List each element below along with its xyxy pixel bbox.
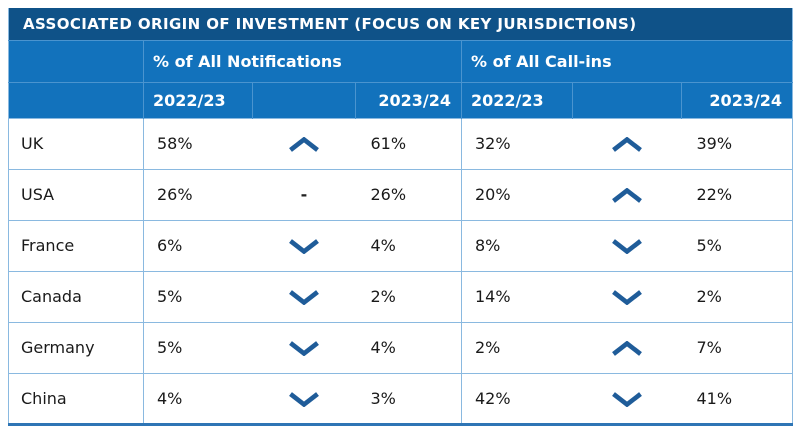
value-cell: 6% bbox=[143, 219, 253, 271]
chevron-up-icon bbox=[289, 137, 319, 152]
table-title: ASSOCIATED ORIGIN OF INVESTMENT (FOCUS O… bbox=[8, 8, 793, 40]
value-cell: 22% bbox=[681, 168, 793, 220]
trend-icon: - bbox=[252, 117, 356, 169]
trend-icon: - bbox=[572, 219, 682, 271]
value-cell: 32% bbox=[461, 117, 573, 169]
year-header-notifications-2022: 2022/23 bbox=[143, 81, 253, 118]
trend-icon: - bbox=[572, 117, 682, 169]
value-cell: 61% bbox=[355, 117, 462, 169]
value-cell: 58% bbox=[143, 117, 253, 169]
year-header-notifications-2023: 2023/24 bbox=[355, 81, 462, 118]
flat-dash: - bbox=[300, 185, 308, 204]
group-header-notifications: % of All Notifications bbox=[143, 39, 462, 82]
origin-of-investment-table: ASSOCIATED ORIGIN OF INVESTMENT (FOCUS O… bbox=[8, 8, 794, 426]
value-cell: 2% bbox=[681, 270, 793, 322]
country-cell: USA bbox=[8, 168, 144, 220]
value-cell: 2% bbox=[461, 321, 573, 373]
country-cell: China bbox=[8, 372, 144, 424]
chevron-up-icon bbox=[612, 188, 642, 203]
group-header-row: % of All Notifications % of All Call-ins bbox=[8, 39, 793, 82]
chevron-down-icon bbox=[289, 290, 319, 305]
value-cell: 26% bbox=[355, 168, 462, 220]
table-title-row: ASSOCIATED ORIGIN OF INVESTMENT (FOCUS O… bbox=[8, 8, 793, 40]
year-header-row: 2022/23 2023/24 2022/23 2023/24 bbox=[8, 81, 793, 118]
chevron-down-icon bbox=[289, 341, 319, 356]
country-cell: France bbox=[8, 219, 144, 271]
chevron-down-icon bbox=[612, 239, 642, 254]
country-cell: Canada bbox=[8, 270, 144, 322]
trend-icon: - bbox=[252, 321, 356, 373]
chevron-down-icon bbox=[612, 391, 642, 407]
trend-icon: - bbox=[252, 168, 356, 220]
trend-icon: - bbox=[252, 219, 356, 271]
year-header-callins-2023: 2023/24 bbox=[680, 81, 793, 118]
country-cell: Germany bbox=[8, 321, 144, 373]
chevron-up-icon bbox=[612, 137, 642, 152]
value-cell: 42% bbox=[461, 372, 573, 424]
table-row-usa: USA 26% - 26% 20% - 22% bbox=[8, 168, 793, 220]
table-row-uk: UK 58% - 61% 32% - 39% bbox=[8, 117, 793, 169]
chevron-down-icon bbox=[289, 239, 319, 254]
chevron-up-icon bbox=[612, 341, 642, 356]
value-cell: 39% bbox=[681, 117, 793, 169]
value-cell: 8% bbox=[461, 219, 573, 271]
value-cell: 41% bbox=[681, 372, 793, 424]
blank-header-cell bbox=[8, 39, 144, 82]
table-row-china: China 4% - 3% 42% - 41% bbox=[8, 372, 793, 424]
chevron-down-icon bbox=[289, 391, 319, 407]
value-cell: 4% bbox=[355, 321, 462, 373]
country-cell: UK bbox=[8, 117, 144, 169]
value-cell: 26% bbox=[143, 168, 253, 220]
value-cell: 4% bbox=[355, 219, 462, 271]
trend-icon: - bbox=[572, 372, 682, 424]
value-cell: 5% bbox=[681, 219, 793, 271]
value-cell: 4% bbox=[143, 372, 253, 424]
value-cell: 14% bbox=[461, 270, 573, 322]
table-row-germany: Germany 5% - 4% 2% - 7% bbox=[8, 321, 793, 373]
value-cell: 20% bbox=[461, 168, 573, 220]
trend-icon: - bbox=[252, 270, 356, 322]
blank-trend-header bbox=[252, 81, 356, 118]
trend-icon: - bbox=[572, 321, 682, 373]
table-row-canada: Canada 5% - 2% 14% - 2% bbox=[8, 270, 793, 322]
trend-icon: - bbox=[252, 372, 356, 424]
year-header-callins-2022: 2022/23 bbox=[461, 81, 573, 118]
chevron-down-icon bbox=[612, 290, 642, 305]
trend-icon: - bbox=[572, 270, 682, 322]
blank-header-cell bbox=[8, 81, 144, 118]
table-row-france: France 6% - 4% 8% - 5% bbox=[8, 219, 793, 271]
value-cell: 5% bbox=[143, 270, 253, 322]
value-cell: 3% bbox=[355, 372, 462, 424]
value-cell: 2% bbox=[355, 270, 462, 322]
trend-icon: - bbox=[572, 168, 682, 220]
value-cell: 5% bbox=[143, 321, 253, 373]
group-header-callins: % of All Call-ins bbox=[460, 39, 793, 82]
value-cell: 7% bbox=[681, 321, 793, 373]
blank-trend-header bbox=[572, 81, 682, 118]
